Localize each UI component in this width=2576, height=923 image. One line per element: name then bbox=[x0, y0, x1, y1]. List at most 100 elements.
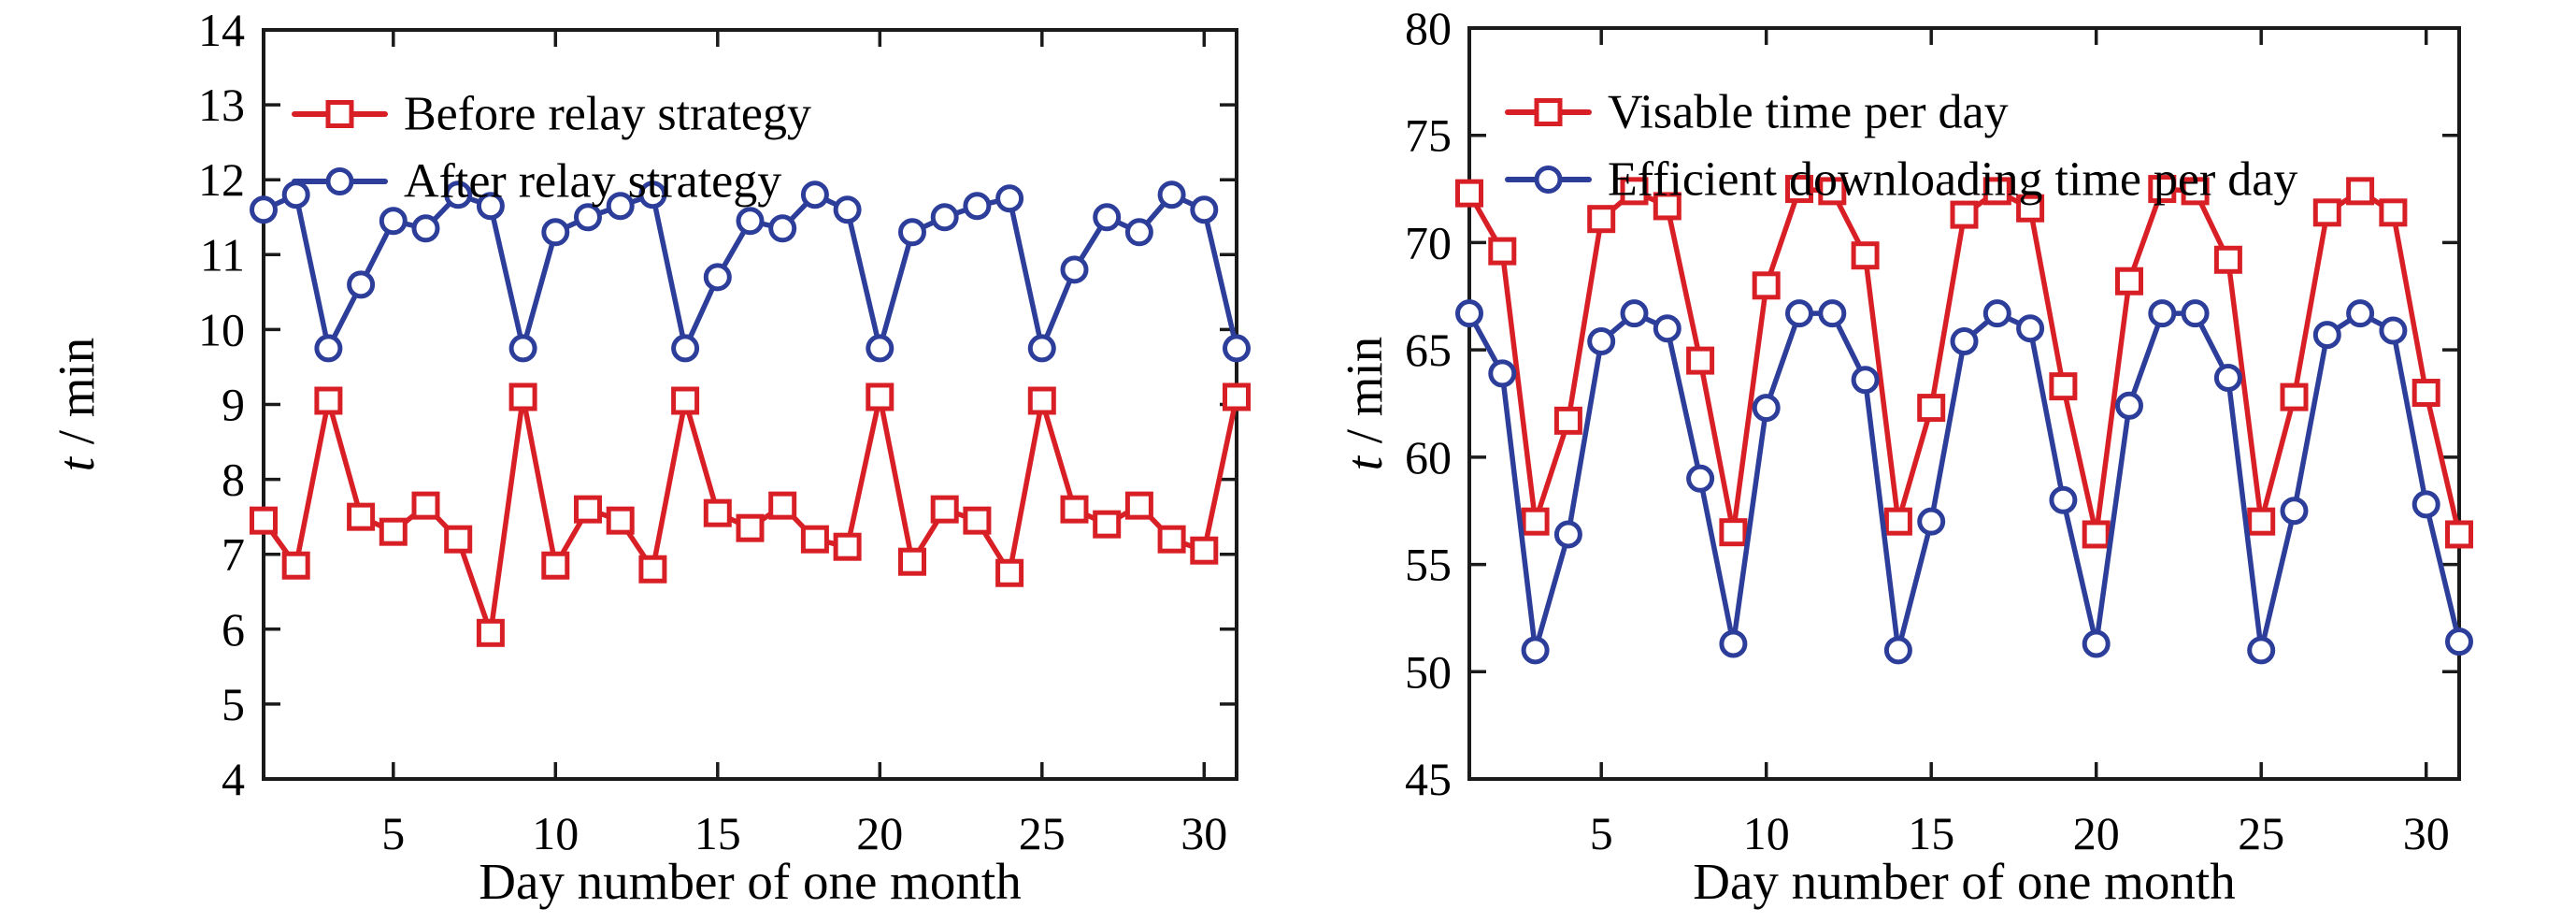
circle-marker bbox=[1982, 299, 2011, 328]
circle-marker bbox=[703, 263, 732, 292]
y-tick-label: 8 bbox=[222, 454, 245, 506]
square-marker bbox=[1553, 406, 1582, 435]
y-tick-label: 80 bbox=[1405, 2, 1452, 54]
square-marker bbox=[250, 506, 278, 535]
series-line bbox=[1467, 310, 2462, 654]
square-marker bbox=[1785, 175, 1813, 204]
circle-marker bbox=[2049, 485, 2078, 514]
circle-marker bbox=[574, 203, 602, 232]
circle-marker bbox=[1653, 314, 1682, 343]
circle-marker bbox=[1818, 299, 1847, 328]
circle-marker bbox=[2115, 391, 2143, 420]
square-marker bbox=[411, 491, 440, 520]
square-marker bbox=[2082, 520, 2111, 549]
x-axis-title: Day number of one month bbox=[1693, 853, 2235, 910]
circle-marker bbox=[250, 195, 278, 224]
square-marker bbox=[736, 513, 765, 542]
square-marker bbox=[930, 495, 959, 524]
y-tick-label: 70 bbox=[1405, 216, 1452, 268]
square-marker bbox=[379, 517, 408, 546]
square-marker bbox=[866, 382, 894, 411]
circle-marker bbox=[325, 167, 354, 195]
left-chart: 5 10 15 20 25 30 4 5 6 7 8 9 10 11 12 13 14 Day number of… bbox=[48, 4, 1251, 910]
plot-border bbox=[262, 28, 1238, 781]
square-marker bbox=[1917, 394, 1946, 423]
relay-strategy-chart: 5 10 15 20 25 30 4 5 6 7 8 9 10 11 12 13 14 Day number of… bbox=[48, 4, 1251, 910]
square-marker bbox=[1851, 241, 1880, 270]
square-marker bbox=[1157, 525, 1186, 554]
circle-marker bbox=[379, 207, 408, 236]
axis-ticks bbox=[1469, 26, 2459, 781]
y-tick-label: 14 bbox=[198, 4, 245, 56]
axis-ticks bbox=[264, 28, 1237, 781]
square-marker bbox=[800, 525, 829, 554]
x-tick-label: 10 bbox=[1743, 807, 1790, 859]
circle-marker bbox=[444, 180, 473, 209]
circle-marker bbox=[1223, 334, 1251, 363]
square-marker bbox=[1488, 237, 1517, 266]
square-marker bbox=[2115, 267, 2143, 296]
y-tick-label: 4 bbox=[222, 753, 245, 805]
circle-marker bbox=[671, 334, 700, 363]
circle-marker bbox=[1851, 366, 1880, 395]
circle-marker bbox=[768, 214, 797, 243]
square-marker bbox=[671, 386, 700, 415]
square-marker bbox=[1093, 510, 1122, 539]
circle-marker bbox=[1534, 166, 1563, 194]
circle-marker bbox=[1060, 255, 1089, 284]
square-marker bbox=[2181, 177, 2210, 206]
square-marker bbox=[2213, 245, 2242, 274]
legend-item-before-relay-strategy: Before relay strategy bbox=[292, 88, 811, 141]
y-tick-label: 7 bbox=[222, 528, 245, 581]
square-marker bbox=[638, 555, 667, 584]
legend-item-visable-time-per-day: Visable time per day bbox=[1505, 86, 2009, 139]
square-marker bbox=[703, 498, 732, 527]
y-tick-label: 75 bbox=[1405, 109, 1452, 162]
square-marker bbox=[2312, 198, 2341, 227]
circle-marker bbox=[638, 180, 667, 209]
series-visable-time-per-day bbox=[1455, 175, 2473, 549]
y-tick-label: 55 bbox=[1405, 539, 1452, 591]
square-marker bbox=[898, 547, 926, 576]
circle-marker bbox=[508, 334, 537, 363]
x-tick-label: 30 bbox=[1181, 807, 1227, 859]
circle-marker bbox=[2247, 636, 2276, 665]
circle-marker bbox=[541, 218, 570, 247]
circle-marker bbox=[1553, 520, 1582, 549]
download-time-chart: 5 10 15 20 25 30 45 50 55 60 65 70 75 80 Day number of… bbox=[1336, 2, 2473, 910]
circle-marker bbox=[930, 203, 959, 232]
square-marker bbox=[1719, 518, 1748, 547]
x-tick-label: 15 bbox=[1908, 807, 1954, 859]
circle-marker bbox=[1455, 299, 1483, 328]
square-marker bbox=[2411, 379, 2440, 408]
circle-marker bbox=[2016, 314, 2045, 343]
y-tick-label: 60 bbox=[1405, 431, 1452, 483]
circle-marker bbox=[2379, 316, 2408, 345]
y-tick-label: 9 bbox=[222, 379, 245, 431]
square-marker bbox=[2247, 507, 2276, 536]
square-marker bbox=[1521, 507, 1550, 536]
circle-marker bbox=[736, 207, 765, 236]
circle-marker bbox=[1620, 299, 1649, 328]
y-tick-label: 50 bbox=[1405, 645, 1452, 698]
circle-marker bbox=[1917, 507, 1946, 536]
circle-marker bbox=[1950, 326, 1979, 355]
square-marker bbox=[2346, 177, 2375, 206]
circle-marker bbox=[1521, 636, 1550, 665]
x-tick-label: 5 bbox=[1590, 807, 1613, 859]
circle-marker bbox=[2445, 627, 2473, 656]
circle-marker bbox=[476, 192, 505, 221]
square-marker bbox=[444, 525, 473, 554]
circle-marker bbox=[995, 184, 1024, 213]
circle-marker bbox=[347, 270, 376, 299]
circle-marker bbox=[1027, 334, 1056, 363]
x-tick-label: 15 bbox=[694, 807, 741, 859]
square-marker bbox=[963, 506, 992, 535]
legend-item-after-relay-strategy: After relay strategy bbox=[292, 155, 781, 209]
legend-label: Before relay strategy bbox=[404, 88, 811, 141]
square-marker bbox=[1982, 177, 2011, 206]
circle-marker bbox=[2411, 490, 2440, 519]
circle-marker bbox=[898, 218, 926, 247]
plot-border bbox=[1467, 26, 2461, 781]
